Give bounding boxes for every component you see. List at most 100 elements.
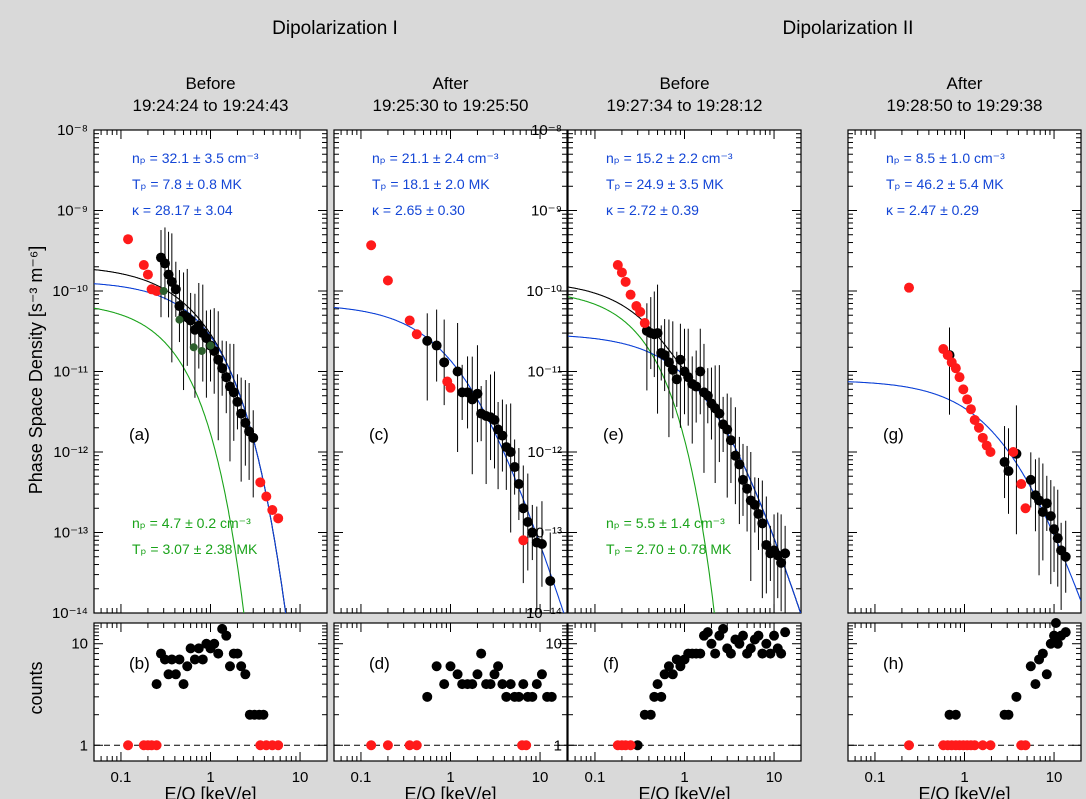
x-axis-label: E/Q [keV/e] bbox=[638, 784, 730, 799]
psd-point bbox=[236, 408, 247, 419]
panel-letter-top: (c) bbox=[369, 425, 389, 444]
panel-title-line1: After bbox=[947, 74, 983, 93]
psd-point bbox=[1060, 551, 1071, 562]
psd-point bbox=[691, 381, 702, 392]
count-point bbox=[513, 691, 524, 702]
count-point bbox=[702, 627, 713, 638]
count-point bbox=[649, 691, 660, 702]
y-tick-label: 10⁻¹³ bbox=[53, 525, 88, 542]
psd-point bbox=[652, 328, 663, 339]
x-axis-label: E/Q [keV/e] bbox=[918, 784, 1010, 799]
panels: Before 19:24:24 to 19:24:43 0.1 1 10 E/Q [keV… bbox=[52, 74, 1082, 799]
count-point bbox=[695, 648, 706, 659]
count-point bbox=[706, 638, 717, 649]
fit-parameter-green: Tₚ = 2.70 ± 0.78 MK bbox=[606, 541, 732, 557]
count-point bbox=[753, 630, 764, 641]
count-point bbox=[182, 661, 193, 672]
psd-point-excluded bbox=[625, 289, 636, 300]
x-tick-label: 0.1 bbox=[585, 769, 606, 786]
psd-point bbox=[1003, 466, 1014, 477]
panel-letter-top: (e) bbox=[603, 425, 624, 444]
count-point bbox=[501, 691, 512, 702]
count-point bbox=[518, 679, 529, 690]
count-point bbox=[656, 691, 667, 702]
count-point bbox=[737, 630, 748, 641]
fit-parameter-blue: κ = 2.65 ± 0.30 bbox=[372, 202, 465, 218]
count-point bbox=[1030, 679, 1041, 690]
psd-point-excluded bbox=[1020, 503, 1031, 514]
psd-point bbox=[730, 450, 741, 461]
count-point bbox=[236, 661, 247, 672]
psd-point bbox=[221, 372, 232, 383]
psd-point bbox=[742, 483, 753, 494]
y-axis-label-counts: counts bbox=[26, 661, 46, 714]
psd-point bbox=[695, 366, 706, 377]
count-point bbox=[780, 627, 791, 638]
psd-point bbox=[513, 479, 524, 490]
psd-point bbox=[667, 364, 678, 375]
count-point-excluded bbox=[969, 740, 980, 751]
psd-point bbox=[536, 538, 547, 549]
psd-point-excluded bbox=[404, 315, 415, 326]
fit-parameter-blue: nₚ = 8.5 ± 1.0 cm⁻³ bbox=[886, 150, 1005, 166]
psd-point-excluded bbox=[620, 276, 631, 287]
psd-point-excluded bbox=[958, 384, 969, 395]
x-tick-label: 1 bbox=[446, 769, 454, 786]
psd-point-excluded bbox=[904, 282, 915, 293]
psd-point bbox=[671, 374, 682, 385]
psd-point-excluded bbox=[954, 372, 965, 383]
panel-letter-bottom: (d) bbox=[369, 654, 390, 673]
panel-title-line2: 19:24:24 to 19:24:43 bbox=[133, 96, 289, 115]
psd-point bbox=[240, 417, 251, 428]
count-point-excluded bbox=[273, 740, 284, 751]
x-tick-label: 0.1 bbox=[865, 769, 886, 786]
count-point bbox=[645, 709, 656, 720]
psd-point bbox=[702, 390, 713, 401]
fit-parameter-blue: Tₚ = 7.8 ± 0.8 MK bbox=[132, 176, 242, 192]
fit-parameter-green: Tₚ = 3.07 ± 2.38 MK bbox=[132, 541, 258, 557]
y-tick-label: 10⁻⁹ bbox=[57, 203, 88, 220]
psd-point bbox=[248, 432, 259, 443]
panel-4: After 19:28:50 to 19:29:38 0.1 1 10 E/Q [keV/… bbox=[847, 74, 1082, 799]
x-tick-label: 1 bbox=[206, 769, 214, 786]
psd-point bbox=[737, 474, 748, 485]
x-tick-label: 0.1 bbox=[351, 769, 372, 786]
y-tick-label: 10⁻¹⁴ bbox=[526, 605, 562, 622]
count-point bbox=[546, 691, 557, 702]
count-point bbox=[170, 669, 181, 680]
count-point bbox=[174, 654, 185, 665]
psd-point bbox=[757, 518, 768, 529]
count-point bbox=[1052, 638, 1063, 649]
fit-parameter-blue: nₚ = 32.1 ± 3.5 cm⁻³ bbox=[132, 150, 259, 166]
count-point bbox=[163, 669, 174, 680]
panel-1: Before 19:24:24 to 19:24:43 0.1 1 10 E/Q [keV… bbox=[52, 74, 328, 799]
maxwellian-fit-curve bbox=[568, 296, 715, 613]
x-tick-label: 10 bbox=[766, 769, 783, 786]
psd-point bbox=[170, 284, 181, 295]
psd-point bbox=[174, 301, 185, 312]
count-point-excluded bbox=[1020, 740, 1031, 751]
x-tick-label: 10 bbox=[292, 769, 309, 786]
count-point-excluded bbox=[123, 740, 134, 751]
psd-point bbox=[217, 363, 228, 374]
y-tick-label: 10⁻⁸ bbox=[57, 122, 88, 139]
count-point bbox=[667, 669, 678, 680]
psd-point bbox=[472, 388, 483, 399]
psd-point-maxwellian bbox=[175, 315, 184, 324]
psd-point bbox=[527, 527, 538, 538]
psd-point bbox=[722, 424, 733, 435]
count-point bbox=[531, 679, 542, 690]
y-tick-label: 10⁻¹¹ bbox=[53, 364, 88, 381]
count-point bbox=[185, 643, 196, 654]
y-tick-label: 10⁻¹⁰ bbox=[526, 283, 562, 300]
count-point bbox=[950, 709, 961, 720]
count-point bbox=[725, 648, 736, 659]
psd-point-excluded bbox=[965, 404, 976, 415]
psd-point bbox=[232, 396, 243, 407]
psd-point bbox=[675, 354, 686, 365]
count-point bbox=[761, 638, 772, 649]
psd-point-excluded bbox=[445, 382, 456, 393]
count-point bbox=[1003, 709, 1014, 720]
count-point bbox=[1025, 661, 1036, 672]
psd-point bbox=[780, 548, 791, 559]
